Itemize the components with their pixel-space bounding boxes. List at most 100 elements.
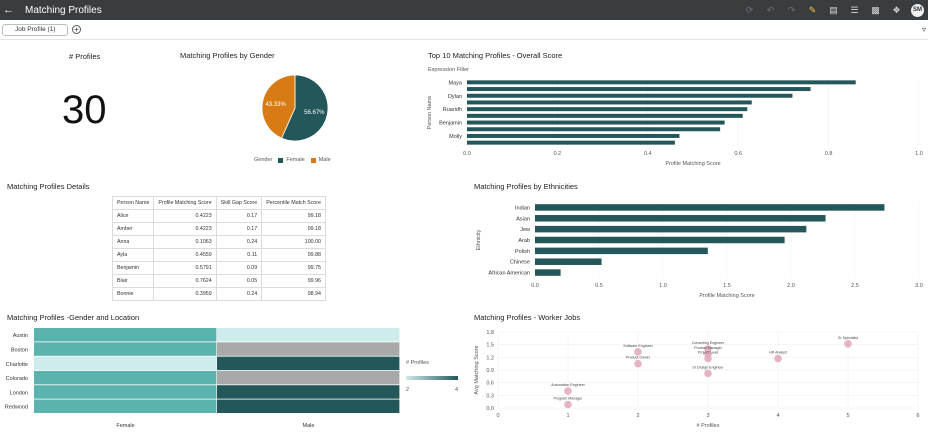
gender-legend-title: Gender — [254, 157, 273, 163]
heatmap-cell[interactable] — [217, 385, 400, 399]
scatter-point[interactable] — [844, 340, 852, 348]
table-cell: 99.75 — [261, 261, 326, 275]
bar[interactable] — [467, 113, 743, 118]
bar[interactable] — [467, 120, 725, 125]
y-axis-title: Avg Matching Score — [474, 345, 480, 394]
bar[interactable] — [535, 236, 785, 244]
column-header[interactable]: Person Name — [111, 196, 155, 210]
table-row[interactable]: Ayla 0.4559 0.11 99.88 — [111, 248, 326, 262]
heatmap-cell[interactable] — [217, 342, 400, 356]
heatmap-cell[interactable] — [34, 370, 217, 385]
heatmap-cell[interactable] — [217, 328, 400, 342]
bar[interactable] — [535, 204, 885, 211]
heatmap-cell[interactable] — [34, 399, 217, 414]
filter-icon[interactable]: ▿ — [921, 25, 926, 34]
bar[interactable] — [467, 140, 675, 145]
x-tick-label: 3 — [706, 413, 709, 419]
bar[interactable] — [467, 87, 811, 92]
canvas-tab-bar: Job Profile (1) + ▿ — [0, 20, 928, 40]
top10-chart-title: Top 10 Matching Profiles - Overall Score — [428, 51, 563, 60]
bar[interactable] — [535, 247, 708, 255]
avatar[interactable]: SM — [911, 3, 924, 17]
scatter-point[interactable] — [634, 348, 642, 356]
table-cell: Ayla — [111, 248, 155, 262]
x-tick-label: 0 — [496, 413, 499, 419]
worker-jobs-chart-title: Matching Profiles - Worker Jobs — [474, 313, 581, 322]
bar[interactable] — [535, 269, 561, 276]
scatter-point[interactable] — [704, 369, 712, 378]
table-cell: 0.24 — [215, 235, 263, 249]
scatter-point-label: Product Manager — [694, 346, 722, 350]
table-row[interactable]: Alice 0.4223 0.17 99.18 — [111, 209, 326, 223]
legend-label-female: Female — [286, 157, 305, 163]
bar[interactable] — [467, 127, 721, 132]
table-row[interactable]: Amber 0.4223 0.17 99.18 — [111, 222, 326, 236]
table-cell: 98.94 — [261, 287, 326, 301]
x-tick-label: 2.0 — [787, 283, 795, 289]
table-row[interactable]: Anna 0.1063 0.24 100.00 — [111, 235, 326, 249]
ethnicity-bar-chart[interactable]: 0.0 0.5 1.0 1.5 2.0 2.5 3.0 Indian Asian Jew Arab P… — [470, 198, 926, 302]
column-header[interactable]: Percentile Match Score — [261, 196, 326, 210]
table-row[interactable]: Bonnie 0.3959 0.24 98.94 — [111, 287, 326, 301]
table-cell: Blair — [111, 274, 155, 288]
scatter-point-label: Sr Design Engineer — [692, 365, 724, 369]
scatter-point-label: Program Manager — [554, 397, 584, 401]
heatmap-cell[interactable] — [34, 356, 217, 371]
refresh-icon[interactable]: ⟳ — [745, 4, 754, 15]
heatmap-cell[interactable] — [34, 385, 217, 399]
back-arrow-icon[interactable]: ← — [3, 4, 14, 16]
scatter-point[interactable] — [564, 387, 572, 395]
heatmap-cell[interactable] — [217, 370, 400, 385]
table-cell: Amber — [111, 222, 155, 236]
undo-icon[interactable]: ↶ — [766, 4, 775, 15]
category-label: Jew — [520, 227, 530, 233]
category-label: Asian — [516, 216, 530, 222]
scatter-point[interactable] — [564, 400, 572, 409]
table-cell: Alice — [111, 209, 155, 223]
pie-slice-male[interactable] — [261, 74, 296, 139]
table-row[interactable]: Benjamin 0.5791 0.09 99.75 — [111, 261, 326, 275]
x-axis-title: Profile Matching Score — [665, 161, 720, 167]
heatmap-cell[interactable] — [34, 328, 217, 342]
bar[interactable] — [467, 107, 748, 112]
edit-icon[interactable]: ✎ — [808, 4, 817, 15]
add-tab-icon[interactable]: + — [72, 25, 81, 34]
column-header[interactable]: Skill Gap Score — [215, 196, 263, 210]
top10-bar-chart[interactable]: 0.0 0.2 0.4 0.6 0.8 1.0 Maya Dylan Ruaridh Benjam… — [420, 76, 925, 172]
pie-slice-female[interactable] — [281, 74, 329, 142]
gender-location-heatmap[interactable]: Austin Boston Charlotte Colorado London Redwo… — [0, 324, 465, 440]
y-tick-label: 1.2 — [486, 355, 494, 361]
heatmap-cell[interactable] — [34, 342, 217, 356]
bar[interactable] — [467, 93, 793, 98]
scatter-point[interactable] — [774, 354, 782, 363]
bar[interactable] — [467, 80, 856, 85]
data-icon[interactable]: ▤ — [829, 4, 838, 15]
bar[interactable] — [535, 258, 602, 265]
category-label: Ruaridh — [443, 107, 462, 113]
tab-job-profile[interactable]: Job Profile (1) — [2, 24, 69, 36]
comment-icon[interactable]: ☰ — [850, 4, 859, 15]
table-cell: Bonnie — [111, 287, 155, 301]
present-icon[interactable]: ▩ — [871, 4, 880, 15]
bar[interactable] — [535, 225, 807, 233]
x-axis-title: Profile Matching Score — [699, 293, 754, 299]
bookmark-icon[interactable]: ❖ — [892, 4, 901, 15]
bar[interactable] — [467, 100, 752, 105]
table-row[interactable]: Blair 0.7624 0.05 99.96 — [111, 274, 326, 288]
gender-pie-chart[interactable]: 56.67% 43.33% — [255, 68, 335, 148]
table-cell: 0.09 — [215, 261, 263, 275]
column-header[interactable]: Profile Matching Score — [153, 196, 217, 210]
bar[interactable] — [535, 215, 826, 222]
scatter-point-label: HR Analyst — [769, 351, 787, 355]
heatmap-cell[interactable] — [217, 399, 400, 414]
y-axis-title: Person Name — [427, 96, 433, 130]
worker-jobs-scatter[interactable]: 0.0 0.3 0.6 0.9 1.2 1.5 1.8 0 1 2 3 4 5 6 Automation E… — [470, 326, 926, 434]
table-cell: 99.18 — [261, 209, 326, 223]
scatter-point[interactable] — [704, 354, 712, 363]
scatter-point[interactable] — [634, 359, 642, 368]
x-tick-label: 0.8 — [825, 151, 833, 157]
bar[interactable] — [467, 133, 680, 138]
x-tick-label: 1.0 — [659, 283, 667, 289]
heatmap-cell[interactable] — [217, 356, 400, 371]
redo-icon[interactable]: ↷ — [787, 4, 796, 15]
